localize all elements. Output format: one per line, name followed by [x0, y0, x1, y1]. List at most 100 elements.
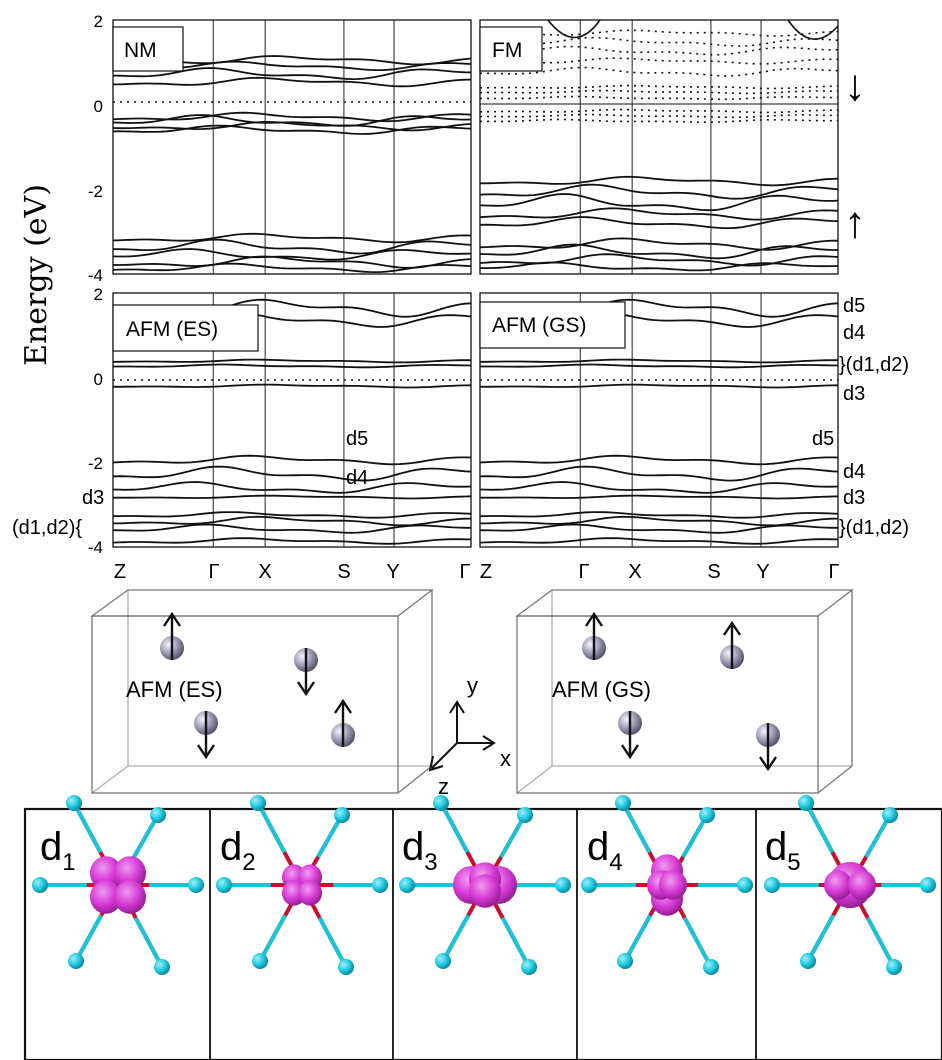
bond-outer — [256, 802, 287, 854]
orbital-strip — [23, 807, 942, 1060]
band-line — [113, 76, 472, 88]
orbital-lobe — [114, 856, 146, 890]
band-line — [112, 523, 471, 534]
ligand-atom — [615, 795, 631, 811]
band-line — [479, 537, 839, 545]
orbital-lobe — [90, 880, 122, 914]
ligand-atom — [737, 877, 753, 893]
orbital-label-letter: d — [587, 825, 609, 869]
bond-outer — [72, 802, 103, 854]
spin-atoms — [160, 611, 780, 772]
k-label: Z — [114, 561, 126, 583]
band-line — [112, 511, 472, 519]
y-ticks-bottom: 2 0 -2 -4 — [88, 285, 103, 557]
band-line — [113, 363, 472, 369]
bond-outer — [317, 916, 348, 968]
ligand-atom — [800, 953, 816, 969]
band-label-d3: d3 — [843, 383, 865, 405]
band-line — [112, 114, 472, 127]
spin-cell-afm-es — [89, 589, 434, 794]
k-label: Y — [756, 561, 769, 583]
band-arc — [547, 19, 601, 39]
bond-outer — [682, 916, 713, 968]
ligand-atom — [920, 877, 936, 893]
afm-es-annotations: d5 d4 d3 (d1,d2){ — [12, 428, 368, 539]
ligand-atom — [882, 807, 898, 823]
band-panel-nm — [112, 19, 472, 275]
orbital-lobe — [114, 880, 146, 914]
k-label: S — [707, 561, 720, 583]
ligand-atom — [68, 953, 84, 969]
orbital-label-d2: d2 — [220, 825, 256, 876]
band-label-d4: d4 — [843, 322, 865, 344]
k-label: Γ — [828, 561, 839, 583]
band-line — [112, 383, 472, 389]
orbital-label-d1: d1 — [40, 825, 76, 876]
bond-outer — [621, 802, 652, 854]
orbital-panels — [32, 795, 936, 975]
ligand-atom — [517, 807, 533, 823]
orbital-d5 — [764, 795, 936, 975]
orbital-lobe — [90, 856, 122, 890]
axes-triad — [428, 700, 496, 772]
band-line — [479, 481, 839, 494]
spin-down-arrow-head — [759, 756, 777, 772]
orbital-label-sub: 3 — [424, 849, 437, 876]
band-line — [112, 454, 472, 466]
orbital-label-sub: 2 — [242, 849, 255, 876]
orbital-label-letter: d — [40, 825, 62, 869]
bond-outer — [806, 914, 835, 962]
axis-label-x: x — [500, 746, 511, 771]
spin-down-arrow: ↓ — [844, 61, 866, 110]
band-line — [479, 243, 838, 260]
spin-atom — [331, 698, 355, 747]
spin-down-arrow-head — [621, 744, 639, 760]
k-label: Γ — [208, 561, 219, 583]
bond-outer — [74, 914, 103, 962]
ligand-atom — [703, 959, 719, 975]
panel-label-fm: FM — [492, 39, 522, 62]
spin-up-arrow-head — [334, 698, 352, 714]
y-tick-label: -2 — [88, 182, 103, 201]
panel-label-nm: NM — [124, 39, 157, 62]
band-line — [112, 232, 472, 244]
band-line — [112, 248, 472, 261]
band-line — [112, 537, 472, 545]
ligand-atom — [555, 877, 571, 893]
band-line — [480, 175, 839, 187]
ligand-atom — [188, 877, 204, 893]
orbital-label-sub: 4 — [609, 849, 622, 876]
y-tick-label: -2 — [88, 454, 103, 473]
orbital-d3 — [399, 795, 571, 975]
axes-triad-labels: y x z — [438, 673, 511, 799]
orbital-lobe — [848, 870, 876, 900]
k-label: X — [258, 561, 271, 583]
band-line — [480, 494, 839, 500]
band-line — [479, 183, 839, 200]
band-label-d12: }(d1,d2) — [839, 517, 909, 539]
spin-down-arrow-head — [197, 744, 215, 760]
k-label: S — [337, 561, 350, 583]
y-tick-label: -4 — [88, 538, 103, 557]
panel-label-afm-gs: AFM (GS) — [492, 314, 587, 337]
orbital-lobe — [824, 870, 852, 900]
bond-outer — [133, 916, 164, 968]
k-label: Z — [480, 561, 492, 583]
spin-up-arrow-head — [723, 620, 741, 636]
y-tick-label: 2 — [94, 12, 103, 31]
k-label: Γ — [578, 561, 589, 583]
spin-atom — [720, 620, 744, 669]
orbital-lobe — [298, 880, 322, 906]
spin-up-arrow-head — [585, 611, 603, 627]
ligand-atom — [338, 959, 354, 975]
ligand-atom — [216, 877, 232, 893]
band-label-d12: (d1,d2){ — [12, 517, 82, 539]
spin-atom — [756, 723, 780, 772]
ligand-atom — [435, 953, 451, 969]
orbital-label-d4: d4 — [587, 825, 623, 876]
ligand-atom — [886, 959, 902, 975]
band-line — [479, 193, 839, 212]
k-label: Γ — [459, 561, 470, 583]
orbital-label-d3: d3 — [402, 825, 438, 876]
